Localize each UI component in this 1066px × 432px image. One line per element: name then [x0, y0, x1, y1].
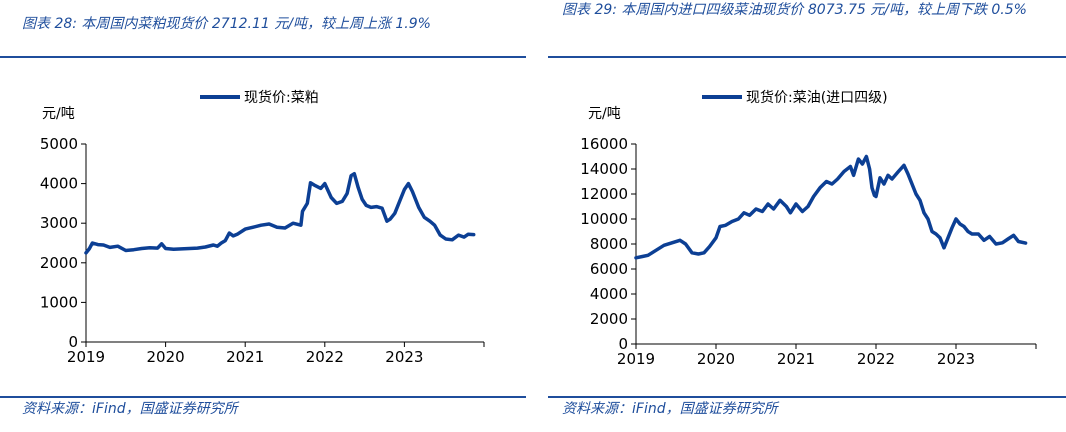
series-line: [634, 154, 1028, 260]
x-tick-label: 2019: [617, 350, 655, 368]
y-tick-label: 4000: [40, 175, 78, 193]
y-tick-label: 5000: [40, 135, 78, 153]
y-unit-label: 元/吨: [588, 106, 621, 122]
y-tick-label: 8000: [590, 235, 628, 253]
y-tick-label: 2000: [590, 310, 628, 328]
y-tick-label: 4000: [590, 285, 628, 303]
source-note: 资料来源：iFind，国盛证券研究所: [562, 401, 778, 417]
y-tick-label: 14000: [580, 160, 628, 178]
y-tick-label: 12000: [580, 185, 628, 203]
x-tick-label: 2019: [67, 348, 105, 366]
source-divider: [0, 396, 526, 398]
y-tick-label: 0: [618, 335, 628, 353]
x-tick-label: 2023: [385, 348, 423, 366]
y-unit-label: 元/吨: [42, 106, 75, 122]
y-tick-label: 10000: [580, 210, 628, 228]
y-tick-label: 16000: [580, 135, 628, 153]
y-tick-label: 0: [68, 333, 78, 351]
x-tick-label: 2021: [777, 350, 815, 368]
x-tick-label: 2022: [306, 348, 344, 366]
chart-caption: 图表 28: 本周国内菜粕现货价 2712.11 元/吨，较上周上涨 1.9%: [22, 16, 431, 32]
chart-panel-rapeseed-meal: 图表 28: 本周国内菜粕现货价 2712.11 元/吨，较上周上涨 1.9% …: [0, 0, 526, 432]
x-tick-label: 2020: [697, 350, 735, 368]
caption-divider: [548, 56, 1066, 58]
rapeseed-oil-price-chart: 元/吨 现货价:菜油(进口四级) 0 2000 4000 6000 8000 10000 120…: [580, 89, 1037, 368]
legend-label: 现货价:菜粕: [244, 89, 319, 106]
y-tick-label: 6000: [590, 260, 628, 278]
chart-panel-rapeseed-oil: 图表 29: 本周国内进口四级菜油现货价 8073.75 元/吨，较上周下跌 0…: [548, 0, 1066, 432]
x-tick-label: 2022: [857, 350, 895, 368]
caption-divider: [0, 56, 526, 58]
y-tick-label: 1000: [40, 293, 78, 311]
source-divider: [548, 396, 1066, 398]
series-line: [84, 171, 476, 255]
y-tick-label: 3000: [40, 214, 78, 232]
y-tick-label: 2000: [40, 254, 78, 272]
rapeseed-meal-price-chart: 元/吨 现货价:菜粕 0 1000 2000 3000 4000 5000 2019 2020 20…: [40, 89, 485, 366]
x-tick-label: 2021: [226, 348, 264, 366]
chart-caption: 图表 29: 本周国内进口四级菜油现货价 8073.75 元/吨，较上周下跌 0…: [562, 2, 1027, 18]
x-tick-label: 2023: [937, 350, 975, 368]
source-note: 资料来源：iFind，国盛证券研究所: [22, 401, 238, 417]
legend-label: 现货价:菜油(进口四级): [746, 89, 888, 106]
x-tick-label: 2020: [147, 348, 185, 366]
